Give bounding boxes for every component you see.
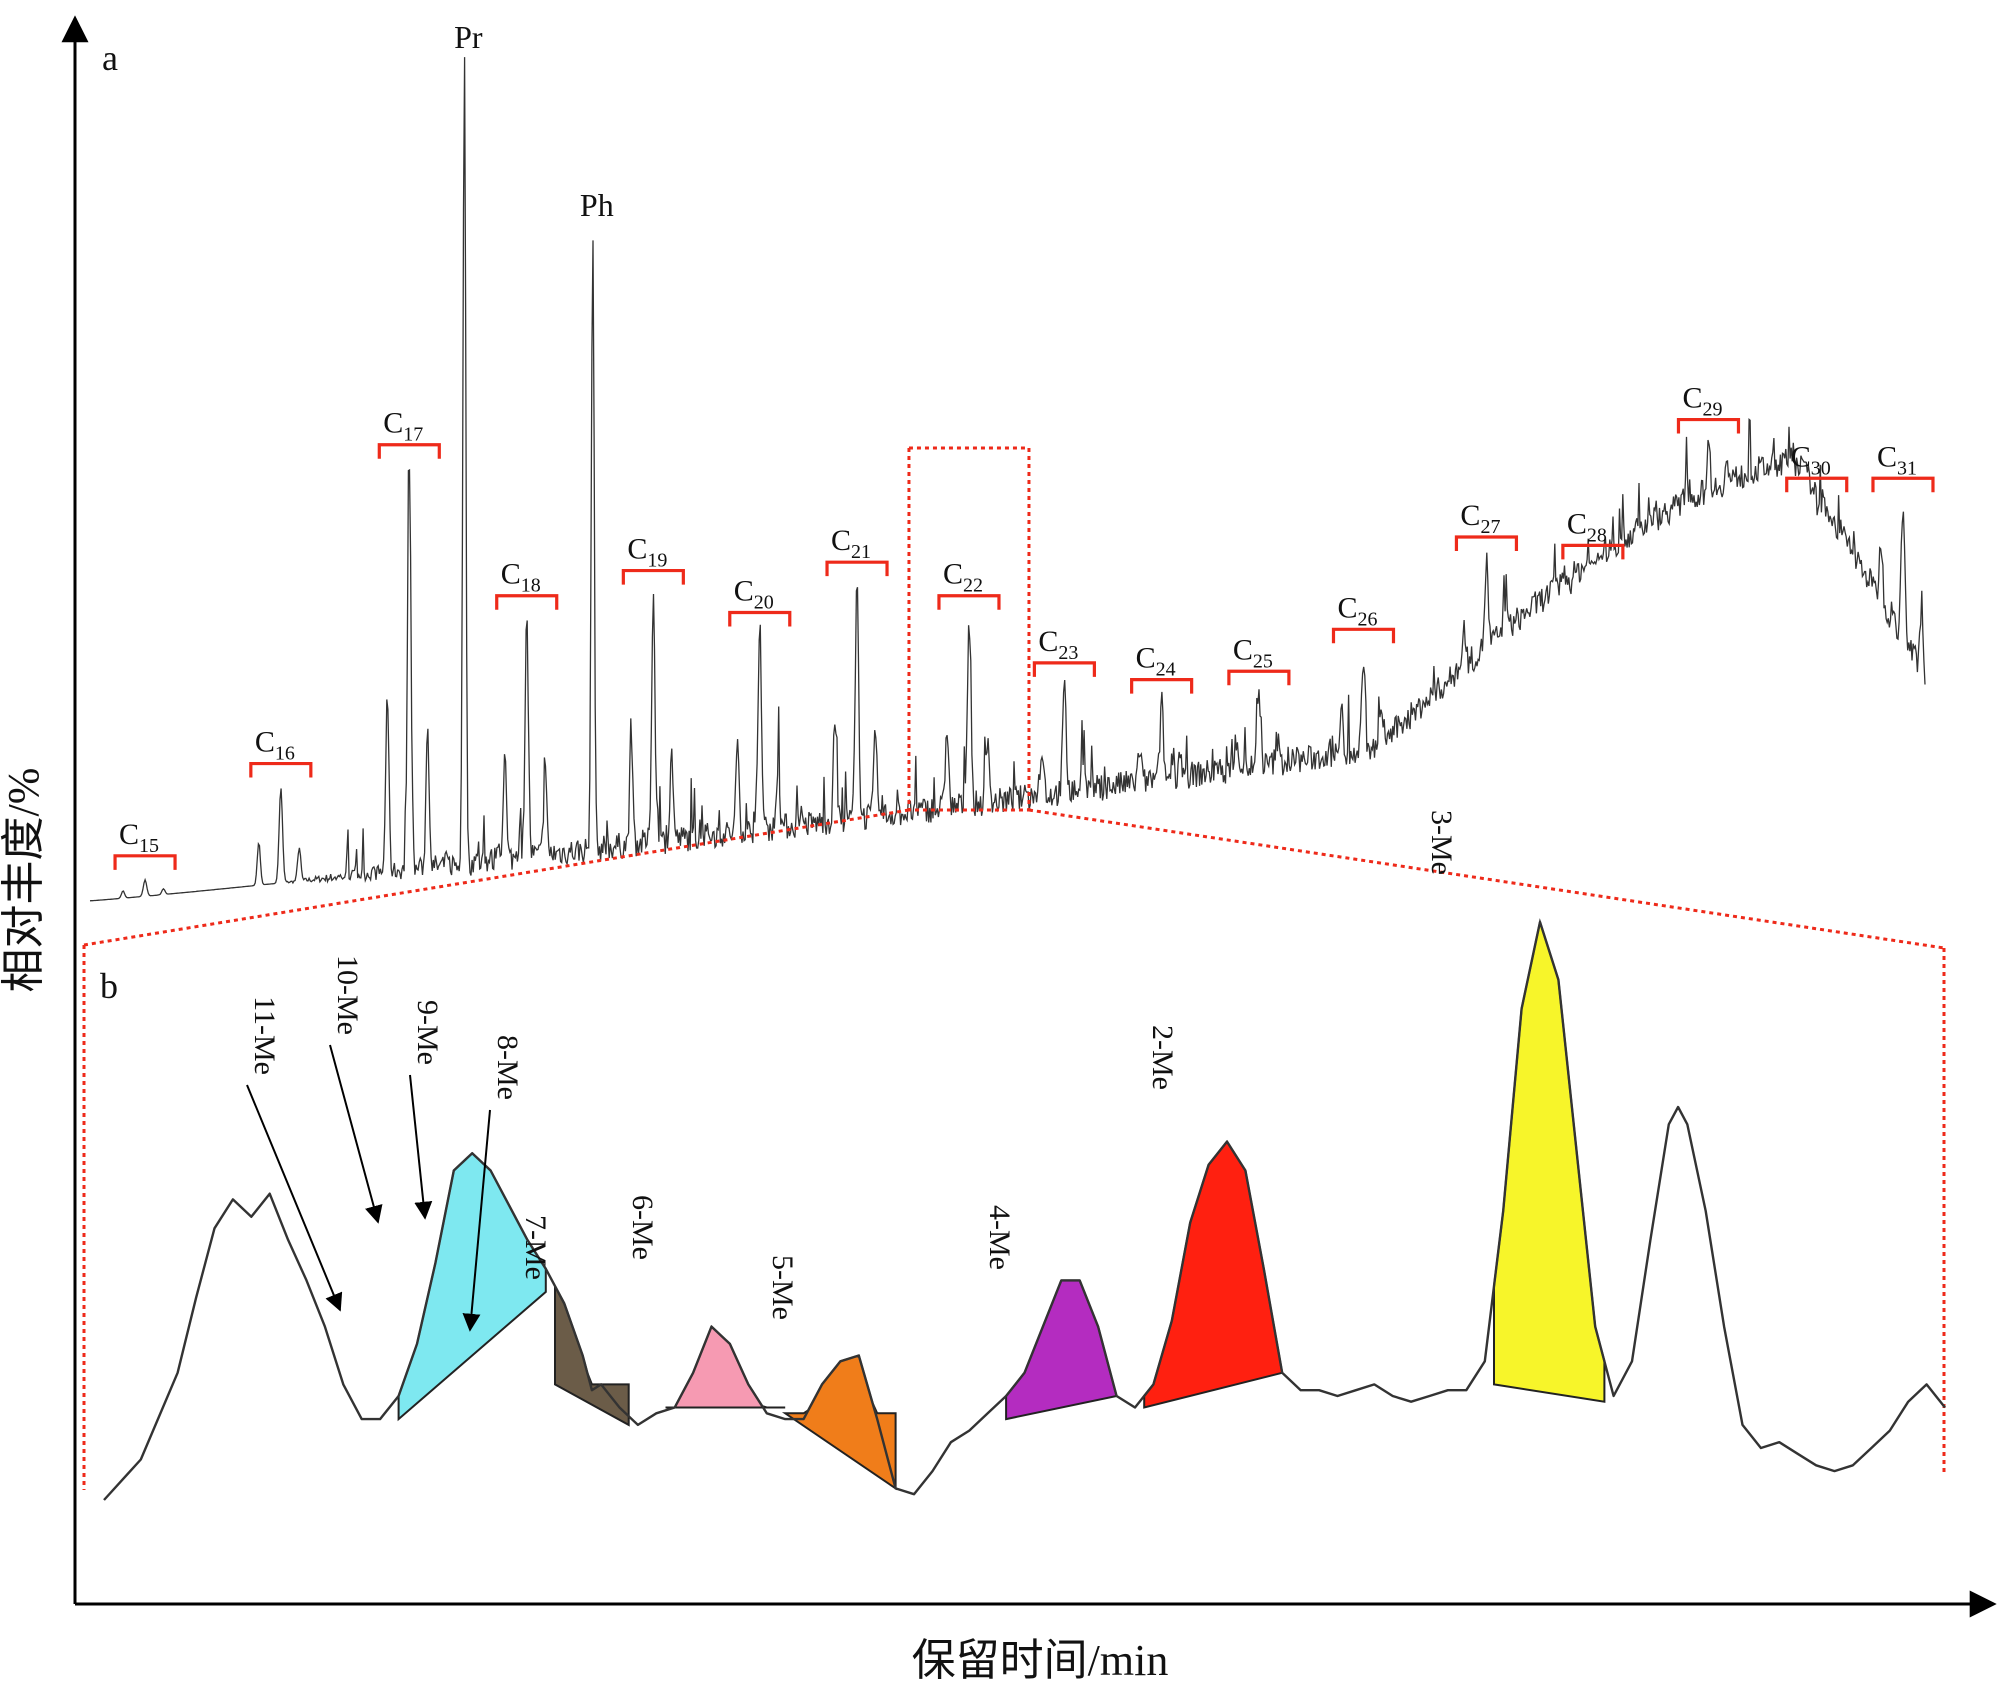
bracket-c27 [1454,535,1519,552]
isomer-label-9-me: 9-Me [411,1000,444,1065]
bracket-c17 [377,443,441,459]
bracket-c23 [1032,661,1096,677]
isomer-arrow-10-me [329,1044,383,1224]
bracket-c20 [728,610,792,627]
peak-label-ph: Ph [580,187,614,223]
isomer-arrow-8-me [462,1109,491,1332]
peak-label-pr: Pr [454,19,483,55]
bracket-c25 [1227,669,1291,686]
isomer-label-10-me: 10-Me [331,955,364,1035]
carbon-label-c17: C17 [383,407,423,446]
bracket-c29 [1676,417,1741,434]
isomer-label-7-me: 7-Me [519,1215,552,1280]
bracket-c15 [113,854,177,870]
panel-a-label: a [102,38,118,78]
isomer-arrow-9-me [409,1074,433,1220]
bracket-c30 [1785,476,1849,493]
isomer-label-3-me: 3-Me [1425,810,1458,875]
bracket-c31 [1871,476,1935,493]
isomer-label-11-me: 11-Me [248,996,281,1075]
peak-fill-10-me [397,1151,547,1422]
carbon-label-c27: C27 [1460,499,1500,538]
bracket-c26 [1331,627,1396,644]
peak-fill-4-me [1005,1279,1118,1421]
bracket-c21 [825,560,889,577]
carbon-label-c15: C15 [119,818,159,857]
y-axis-label: 相对丰度/% [0,768,48,993]
bracket-c16 [249,761,313,778]
bracket-c19 [621,568,685,585]
carbon-label-c16: C16 [255,726,295,765]
carbon-label-c19: C19 [627,533,667,572]
carbon-label-c29: C29 [1682,382,1722,421]
carbon-label-c26: C26 [1337,591,1377,630]
carbon-label-c25: C25 [1233,633,1273,672]
panel-b-label: b [100,966,118,1006]
carbon-label-c28: C28 [1567,507,1607,546]
peak-fill-2-me [1143,1139,1284,1409]
peak-fill-3-me [1493,918,1606,1403]
bracket-c24 [1130,678,1194,694]
zoom-line-left [83,808,910,947]
carbon-label-c20: C20 [734,575,774,614]
chromatogram-a-trace [89,57,1926,902]
isomer-label-6-me: 6-Me [626,1195,659,1260]
bracket-c22 [937,594,1001,610]
zoom-box [907,446,1031,812]
bracket-c18 [495,594,559,610]
chromatogram-b-trace [103,920,1946,1501]
isomer-label-4-me: 4-Me [983,1205,1016,1270]
carbon-label-c31: C31 [1877,440,1917,479]
carbon-label-c22: C22 [943,558,983,597]
x-axis-label: 保留时间/min [912,1636,1169,1682]
isomer-label-8-me: 8-Me [491,1035,524,1100]
carbon-label-c30: C30 [1791,440,1831,479]
carbon-label-c23: C23 [1038,625,1078,664]
bracket-c28 [1561,543,1625,560]
isomer-arrow-11-me [246,1084,343,1312]
carbon-label-c24: C24 [1136,642,1176,681]
isomer-label-5-me: 5-Me [766,1255,799,1320]
carbon-label-c18: C18 [501,558,541,597]
carbon-label-c21: C21 [831,524,871,563]
zoom-line-right [1028,808,1945,950]
isomer-label-2-me: 2-Me [1146,1025,1179,1090]
